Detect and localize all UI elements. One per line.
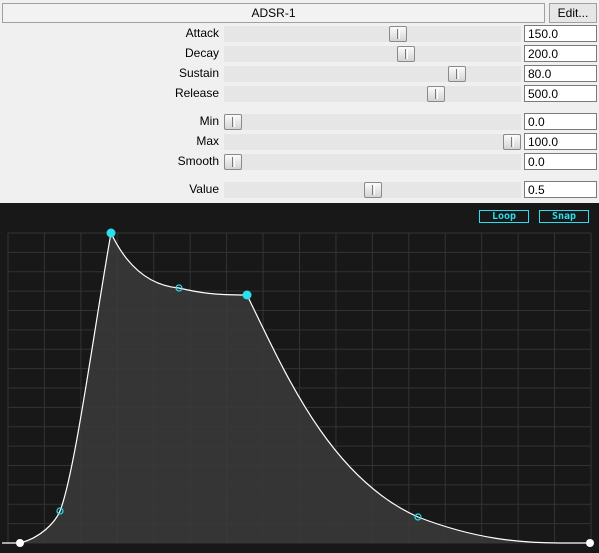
max-field[interactable]: [524, 133, 597, 150]
param-row-max: Max: [0, 133, 599, 151]
attack-label: Attack: [185, 26, 219, 40]
release-curve-handle[interactable]: [414, 513, 422, 521]
snap-button[interactable]: Snap: [539, 210, 589, 223]
param-row-smooth: Smooth: [0, 153, 599, 171]
max-slider-thumb[interactable]: [503, 134, 522, 150]
release-field[interactable]: [524, 85, 597, 102]
attack-field[interactable]: [524, 25, 597, 42]
value-label: Value: [189, 182, 219, 196]
decay-field[interactable]: [524, 45, 597, 62]
sustain-label: Sustain: [178, 66, 219, 80]
decay-label: Decay: [184, 46, 219, 60]
min-label: Min: [199, 114, 219, 128]
value-slider[interactable]: [224, 182, 521, 198]
envelope-title-bar: ADSR-1: [2, 3, 545, 23]
param-row-attack: Attack: [0, 25, 599, 43]
envelope-start-node[interactable]: [16, 539, 24, 547]
release-slider-thumb[interactable]: [427, 86, 446, 102]
snap-button-label: Snap: [551, 211, 577, 222]
envelope-curve[interactable]: [2, 231, 590, 544]
edit-button[interactable]: Edit...: [549, 3, 597, 23]
envelope-end-node[interactable]: [586, 539, 594, 547]
envelope-graph[interactable]: [0, 203, 599, 553]
edit-button-label: Edit...: [557, 6, 589, 20]
release-slider[interactable]: [224, 86, 521, 102]
param-row-min: Min: [0, 113, 599, 131]
min-slider-thumb[interactable]: [223, 114, 242, 130]
smooth-slider[interactable]: [223, 154, 521, 170]
envelope-editor[interactable]: Loop Snap: [0, 203, 599, 553]
sustain-node[interactable]: [242, 290, 252, 300]
param-row-release: Release: [0, 85, 599, 103]
envelope-fill: [2, 233, 590, 543]
param-row-sustain: Sustain: [0, 65, 599, 83]
sustain-slider-thumb[interactable]: [447, 66, 466, 82]
smooth-label: Smooth: [177, 154, 219, 168]
param-row-value: Value: [0, 181, 599, 199]
release-label: Release: [174, 86, 219, 100]
sustain-slider[interactable]: [224, 66, 521, 82]
decay-slider-thumb[interactable]: [397, 46, 416, 62]
smooth-field[interactable]: [524, 153, 597, 170]
max-label: Max: [196, 134, 219, 148]
envelope-title: ADSR-1: [251, 6, 296, 20]
param-row-decay: Decay: [0, 45, 599, 63]
attack-slider-thumb[interactable]: [388, 26, 407, 42]
max-slider[interactable]: [224, 134, 522, 150]
attack-curve-handle[interactable]: [56, 507, 64, 515]
attack-peak-node[interactable]: [106, 228, 116, 238]
value-field[interactable]: [524, 181, 597, 198]
min-field[interactable]: [524, 113, 597, 130]
attack-slider[interactable]: [224, 26, 521, 42]
smooth-slider-thumb[interactable]: [223, 154, 242, 170]
sustain-field[interactable]: [524, 65, 597, 82]
decay-slider[interactable]: [224, 46, 521, 62]
loop-button[interactable]: Loop: [479, 210, 529, 223]
decay-curve-handle[interactable]: [175, 284, 183, 292]
value-slider-thumb[interactable]: [363, 182, 382, 198]
loop-button-label: Loop: [491, 211, 517, 222]
min-slider[interactable]: [223, 114, 521, 130]
